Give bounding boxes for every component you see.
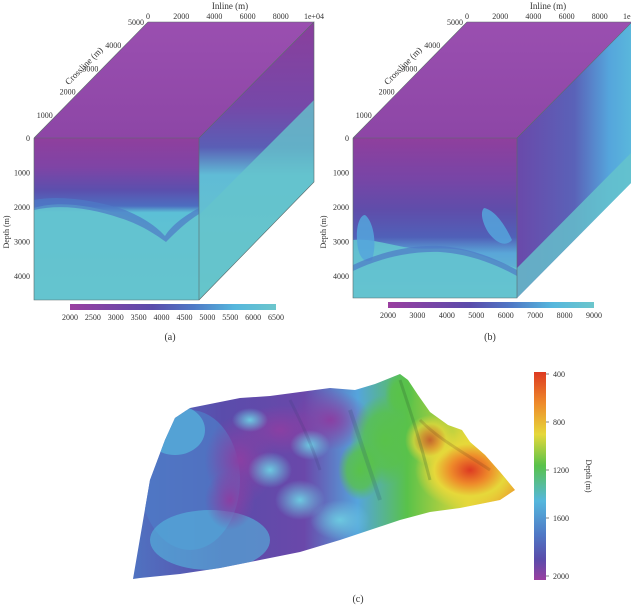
panel-c-caption: (c) bbox=[352, 594, 363, 605]
inline-tick-label: 4000 bbox=[525, 12, 541, 21]
panel-a: 0 2000 4000 6000 8000 1e+04 0 1000 2000 3000 4000… bbox=[2, 1, 324, 343]
panel-b: 0 2000 4000 6000 8000 1e+04 0 1000 2000 3000 4000… bbox=[319, 1, 631, 343]
crossline-tick-label: 3000 bbox=[82, 64, 98, 73]
colorbar-tick-label: 3000 bbox=[108, 313, 124, 322]
panel-b-right-anomaly bbox=[481, 208, 512, 244]
colorbar-tick-label: 3000 bbox=[409, 311, 425, 320]
crossline-tick-label: 2000 bbox=[379, 88, 395, 97]
colorbar-tick-label: 2000 bbox=[380, 311, 396, 320]
colorbar-tick-label: 3500 bbox=[131, 313, 147, 322]
colorbar-tick-label: 7000 bbox=[527, 311, 543, 320]
colorbar-tick-label: 6000 bbox=[498, 311, 514, 320]
panel-b-crossline-ticks: 0 1000 2000 3000 4000 5000 bbox=[345, 18, 463, 143]
depth-tick-label: 4000 bbox=[14, 272, 30, 281]
panel-b-top-face bbox=[353, 22, 631, 138]
panel-b-depth-ticks: 1000 2000 3000 4000 bbox=[333, 169, 349, 282]
panel-a-front-boundary bbox=[34, 198, 199, 242]
panel-a-depth-ticks: 1000 2000 3000 4000 bbox=[14, 169, 30, 282]
panel-b-depth-label: Depth (m) bbox=[319, 215, 328, 248]
panel-a-inline-ticks: 0 2000 4000 6000 8000 1e+04 bbox=[146, 12, 324, 21]
inline-tick-label: 0 bbox=[465, 12, 469, 21]
panel-a-caption: (a) bbox=[164, 332, 175, 343]
colorbar-tick-label: 800 bbox=[553, 418, 565, 427]
inline-tick-label: 1e+04 bbox=[623, 12, 631, 21]
depth-tick-label: 3000 bbox=[14, 238, 30, 247]
panel-a-depth-label: Depth (m) bbox=[2, 215, 11, 248]
colorbar-tick-label: 6000 bbox=[245, 313, 261, 322]
inline-tick-label: 1e+04 bbox=[304, 12, 324, 21]
crossline-tick-label: 3000 bbox=[401, 64, 417, 73]
inline-tick-label: 0 bbox=[146, 12, 150, 21]
panel-b-inline-label: Inline (m) bbox=[530, 1, 566, 11]
crossline-tick-label: 5000 bbox=[447, 18, 463, 27]
inline-tick-label: 8000 bbox=[273, 12, 289, 21]
colorbar-tick-label: 4000 bbox=[154, 313, 170, 322]
panel-a-colorbar bbox=[70, 304, 276, 310]
panel-a-side-deep-layer bbox=[199, 100, 314, 300]
panel-b-caption: (b) bbox=[484, 332, 496, 343]
depth-tick-label: 2000 bbox=[333, 203, 349, 212]
panel-a-top-face bbox=[34, 22, 314, 138]
colorbar-tick-label: 2000 bbox=[553, 572, 569, 581]
panel-b-side-face bbox=[517, 23, 631, 298]
depth-tick-label: 4000 bbox=[333, 272, 349, 281]
inline-tick-label: 6000 bbox=[559, 12, 575, 21]
panel-c-colorbar-ticks: 400 800 1200 1600 2000 bbox=[546, 370, 569, 581]
panel-c-colorbar-label: Depth (m) bbox=[584, 459, 593, 492]
panel-a-colorbar-ticks: 2000 2500 3000 3500 4000 4500 5000 5500 6000 6500 bbox=[62, 313, 284, 322]
panel-a-crossline-axis bbox=[33, 21, 149, 139]
panel-a-box-side-edges bbox=[198, 21, 315, 301]
crossline-tick-label: 0 bbox=[26, 134, 30, 143]
colorbar-tick-label: 5000 bbox=[199, 313, 215, 322]
colorbar-tick-label: 1600 bbox=[553, 514, 569, 523]
crossline-tick-label: 1000 bbox=[356, 111, 372, 120]
panel-b-left-anomaly bbox=[356, 215, 375, 262]
colorbar-tick-label: 4500 bbox=[176, 313, 192, 322]
colorbar-tick-label: 5500 bbox=[222, 313, 238, 322]
colorbar-tick-label: 4000 bbox=[439, 311, 455, 320]
panel-b-box-side-edge bbox=[516, 22, 631, 139]
crossline-tick-label: 4000 bbox=[105, 41, 121, 50]
panel-b-boundary bbox=[353, 245, 517, 276]
crossline-tick-label: 5000 bbox=[128, 18, 144, 27]
panel-b-box-edges bbox=[352, 137, 518, 299]
inline-tick-label: 6000 bbox=[240, 12, 256, 21]
crossline-tick-label: 0 bbox=[345, 134, 349, 143]
inline-tick-label: 4000 bbox=[206, 12, 222, 21]
crossline-tick-label: 1000 bbox=[37, 111, 53, 120]
panel-b-crossline-axis bbox=[352, 21, 468, 139]
panel-b-side-deep-layer bbox=[517, 153, 631, 298]
colorbar-tick-label: 5000 bbox=[468, 311, 484, 320]
depth-tick-label: 1000 bbox=[333, 169, 349, 178]
depth-tick-label: 1000 bbox=[14, 169, 30, 178]
panel-a-crossline-ticks: 0 1000 2000 3000 4000 5000 bbox=[26, 18, 144, 143]
colorbar-tick-label: 2000 bbox=[62, 313, 78, 322]
colorbar-tick-label: 1200 bbox=[553, 466, 569, 475]
depth-tick-label: 2000 bbox=[14, 203, 30, 212]
panel-b-colorbar bbox=[388, 302, 594, 308]
crossline-tick-label: 2000 bbox=[60, 88, 76, 97]
inline-tick-label: 8000 bbox=[592, 12, 608, 21]
depth-surface bbox=[133, 374, 515, 579]
panel-c-colorbar bbox=[534, 372, 546, 580]
colorbar-tick-label: 9000 bbox=[586, 311, 602, 320]
colorbar-tick-label: 2500 bbox=[85, 313, 101, 322]
panel-c: 400 800 1200 1600 2000 Depth (m) (c) bbox=[133, 370, 593, 605]
panel-b-colorbar-ticks: 2000 3000 4000 5000 6000 7000 8000 9000 bbox=[380, 311, 602, 320]
crossline-tick-label: 4000 bbox=[424, 41, 440, 50]
inline-tick-label: 2000 bbox=[492, 12, 508, 21]
depth-tick-label: 3000 bbox=[333, 238, 349, 247]
colorbar-tick-label: 400 bbox=[553, 370, 565, 379]
panel-a-front-deep-layer bbox=[34, 204, 199, 300]
inline-tick-label: 2000 bbox=[173, 12, 189, 21]
colorbar-tick-label: 8000 bbox=[557, 311, 573, 320]
colorbar-tick-label: 6500 bbox=[268, 313, 284, 322]
panel-b-inline-ticks: 0 2000 4000 6000 8000 1e+04 bbox=[465, 12, 631, 21]
panel-a-inline-label: Inline (m) bbox=[212, 1, 248, 11]
